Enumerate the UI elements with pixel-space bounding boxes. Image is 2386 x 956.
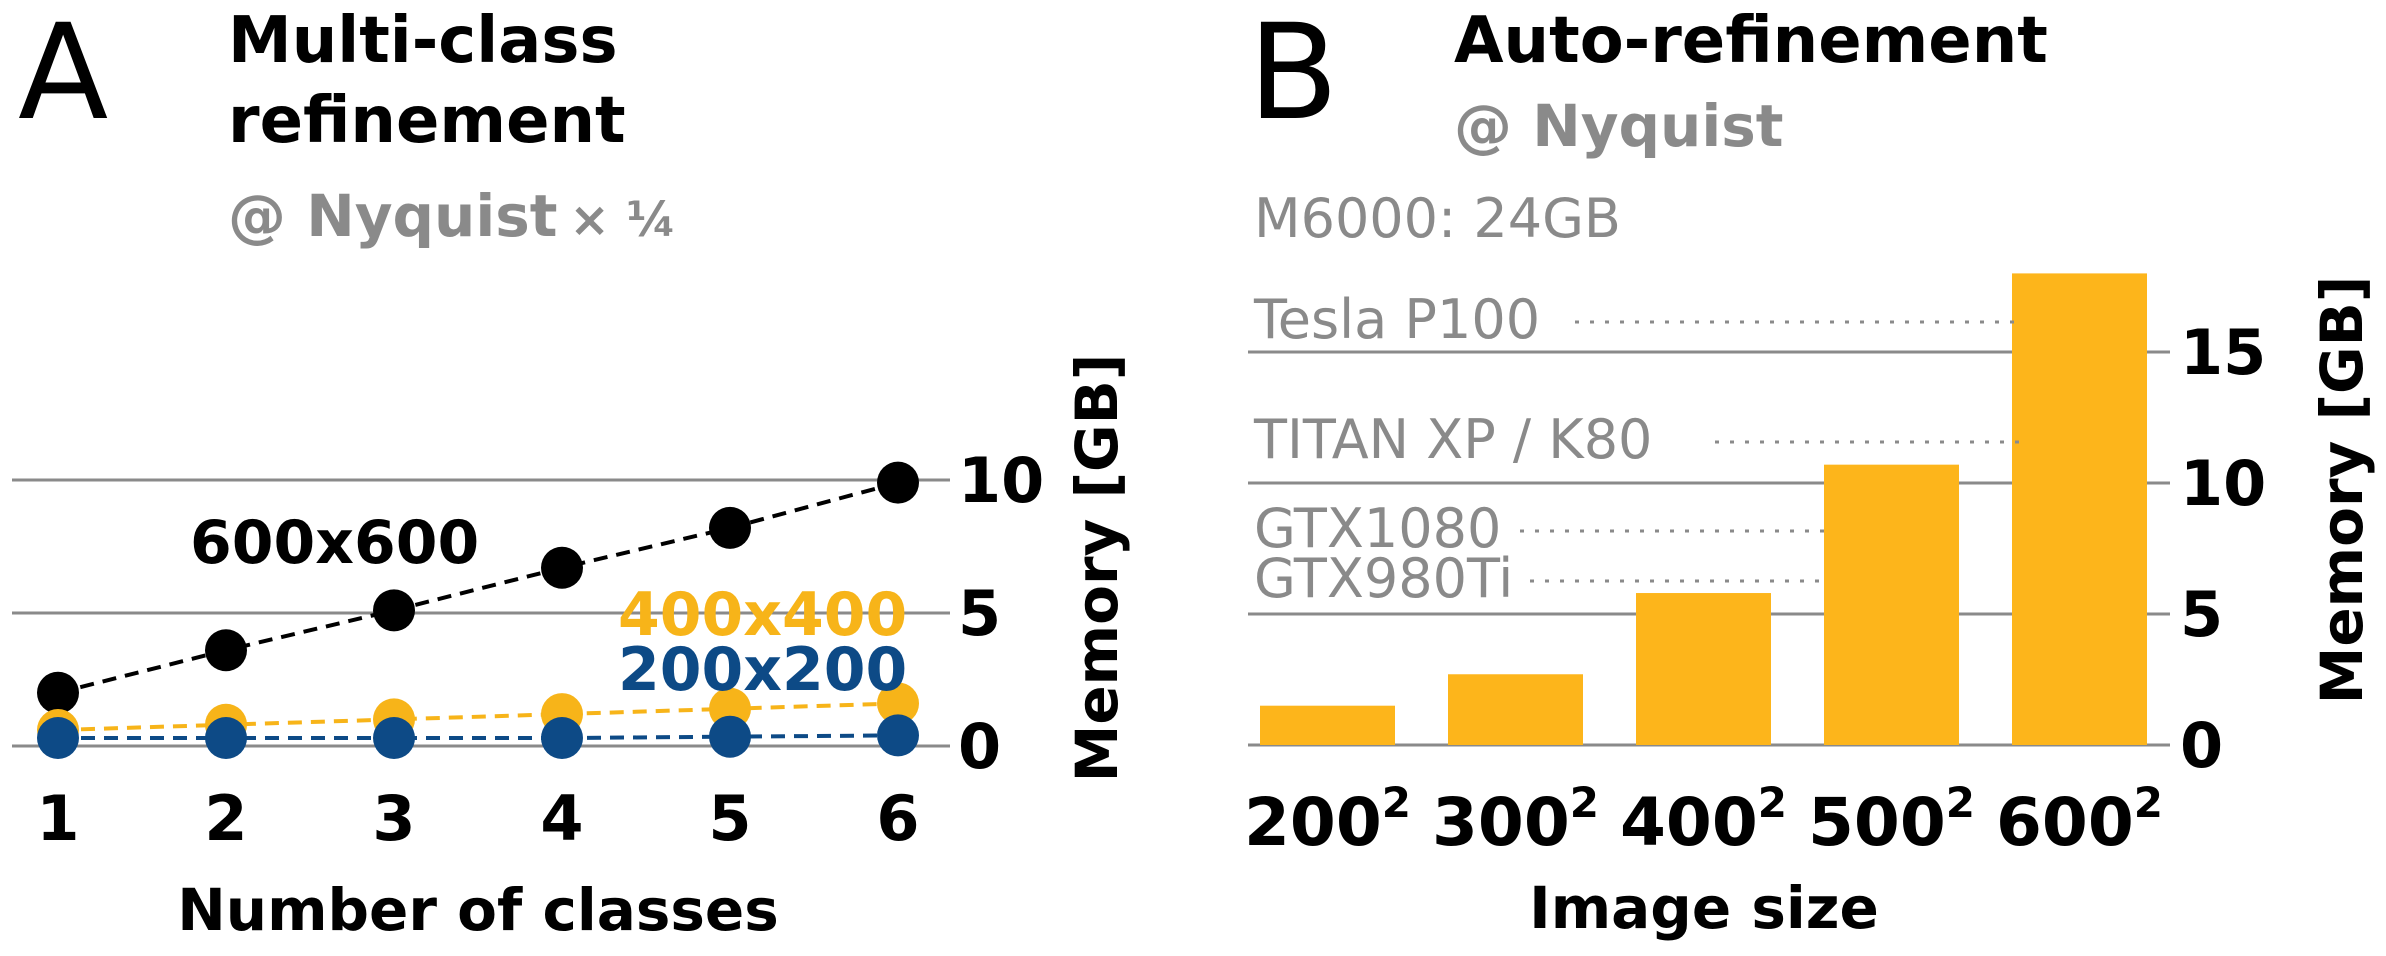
series-line bbox=[58, 733, 899, 741]
bar bbox=[1636, 593, 1771, 745]
x-tick-label: 4 bbox=[540, 782, 583, 855]
y-tick-label: 10 bbox=[958, 444, 1044, 517]
gpu-label: TITAN XP / K80 bbox=[1253, 408, 1652, 471]
panel-a-subtitle-prefix: @ Nyquist bbox=[228, 182, 557, 250]
panel-b-title: Auto-refinement bbox=[1454, 4, 2048, 78]
x-tick-label: 2002 bbox=[1244, 778, 1411, 861]
series-line bbox=[57, 480, 899, 695]
y-tick-label: 5 bbox=[2180, 578, 2223, 651]
x-tick-base: 500 bbox=[1808, 784, 1946, 861]
x-tick-exponent: 2 bbox=[1382, 778, 1411, 827]
data-point bbox=[37, 671, 79, 714]
x-tick-base: 600 bbox=[1996, 784, 2134, 861]
x-tick-base: 400 bbox=[1620, 784, 1758, 861]
gpu-label: M6000: 24GB bbox=[1254, 187, 1621, 250]
y-tick-label: 0 bbox=[958, 710, 1001, 783]
x-tick-label: 5 bbox=[708, 782, 751, 855]
x-tick-label: 3002 bbox=[1432, 778, 1599, 861]
data-point bbox=[877, 682, 919, 725]
data-point bbox=[373, 717, 415, 760]
panel-b-letter: B bbox=[1248, 0, 1339, 150]
gpu-label: GTX980Ti bbox=[1254, 547, 1513, 610]
series-label: 200x200 bbox=[618, 635, 907, 705]
bar bbox=[1448, 674, 1583, 745]
data-point bbox=[877, 714, 919, 757]
gpu-label: GTX1080 bbox=[1254, 497, 1501, 560]
data-point bbox=[205, 717, 247, 760]
y-axis-label: Memory [GB] bbox=[2308, 276, 2376, 705]
x-tick-label: 4002 bbox=[1620, 778, 1787, 861]
x-tick-exponent: 2 bbox=[2134, 778, 2163, 827]
x-tick-exponent: 2 bbox=[1758, 778, 1787, 827]
data-point bbox=[541, 546, 583, 589]
panel-a-title-line2: refinement bbox=[228, 84, 626, 158]
bar bbox=[1824, 464, 1959, 745]
series-label: 400x400 bbox=[618, 580, 907, 650]
x-axis-label: Image size bbox=[1529, 874, 1879, 942]
x-tick-label: 6002 bbox=[1996, 778, 2163, 861]
series-label: 600x600 bbox=[190, 508, 479, 578]
x-tick-label: 3 bbox=[372, 782, 415, 855]
data-point bbox=[709, 715, 751, 758]
series-line bbox=[57, 701, 899, 733]
x-tick-base: 300 bbox=[1432, 784, 1570, 861]
x-tick-label: 5002 bbox=[1808, 778, 1975, 861]
data-point bbox=[373, 589, 415, 632]
x-tick-label: 2 bbox=[204, 782, 247, 855]
x-tick-label: 1 bbox=[36, 782, 79, 855]
bar bbox=[1260, 705, 1395, 745]
panel-a-subtitle: @ Nyquist × ¼ bbox=[228, 182, 676, 250]
x-tick-base: 200 bbox=[1244, 784, 1382, 861]
x-axis-label: Number of classes bbox=[177, 876, 779, 944]
panel-b-subtitle: @ Nyquist bbox=[1454, 92, 1783, 160]
x-tick-label: 6 bbox=[876, 782, 919, 855]
y-tick-label: 5 bbox=[958, 577, 1001, 650]
bar bbox=[2012, 273, 2147, 745]
x-tick-exponent: 2 bbox=[1570, 778, 1599, 827]
chart-b-plot: M6000: 24GB Tesla P100 TITAN XP / K80 GTX10… bbox=[1244, 187, 2376, 942]
y-tick-label: 10 bbox=[2180, 447, 2266, 520]
panel-a-subtitle-suffix: × ¼ bbox=[569, 192, 676, 248]
y-tick-label: 0 bbox=[2180, 709, 2223, 782]
x-tick-exponent: 2 bbox=[1946, 778, 1975, 827]
y-axis-label: Memory [GB] bbox=[1063, 354, 1131, 783]
y-tick-label: 15 bbox=[2180, 316, 2266, 389]
data-point bbox=[709, 506, 751, 549]
gpu-label: Tesla P100 bbox=[1253, 288, 1540, 351]
data-point bbox=[37, 717, 79, 760]
panel-a-title-line1: Multi-class bbox=[228, 4, 618, 78]
data-point bbox=[877, 461, 919, 504]
data-point bbox=[541, 717, 583, 760]
data-point bbox=[205, 629, 247, 672]
panel-a-letter: A bbox=[18, 0, 108, 150]
